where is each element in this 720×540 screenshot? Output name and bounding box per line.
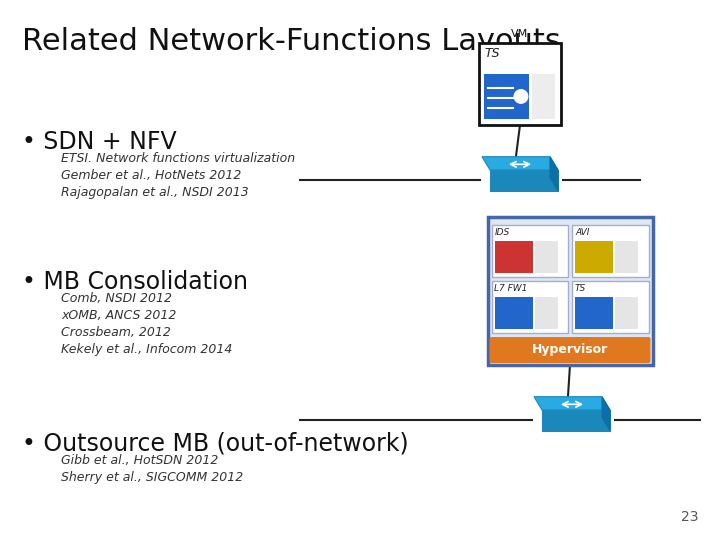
Text: • Outsource MB (out-of-network): • Outsource MB (out-of-network) <box>22 432 408 456</box>
Bar <box>495 241 533 273</box>
Text: • SDN + NFV: • SDN + NFV <box>22 130 176 153</box>
Text: Hypervisor: Hypervisor <box>532 343 608 356</box>
Bar <box>487 217 652 365</box>
Bar <box>616 297 638 329</box>
Circle shape <box>514 90 528 103</box>
Text: Related Network-Functions Layouts: Related Network-Functions Layouts <box>22 27 560 56</box>
Text: Gember et al., HotNets 2012: Gember et al., HotNets 2012 <box>61 168 242 181</box>
Text: Sherry et al., SIGCOMM 2012: Sherry et al., SIGCOMM 2012 <box>61 471 243 484</box>
Bar <box>479 43 561 125</box>
Bar <box>572 281 649 333</box>
Bar <box>492 281 568 333</box>
Bar <box>572 225 649 277</box>
Text: Comb, NSDI 2012: Comb, NSDI 2012 <box>61 292 172 305</box>
Bar <box>532 74 555 119</box>
Polygon shape <box>542 410 610 431</box>
Text: TS: TS <box>575 284 586 293</box>
Polygon shape <box>534 397 610 410</box>
Polygon shape <box>482 157 558 170</box>
Text: Kekely et al., Infocom 2014: Kekely et al., Infocom 2014 <box>61 343 233 356</box>
Bar <box>575 297 613 329</box>
Polygon shape <box>550 157 558 191</box>
Polygon shape <box>490 170 558 191</box>
Text: xOMB, ANCS 2012: xOMB, ANCS 2012 <box>61 309 176 322</box>
Text: Gibb et al., HotSDN 2012: Gibb et al., HotSDN 2012 <box>61 454 219 467</box>
Text: IDS: IDS <box>495 228 510 237</box>
Text: TS: TS <box>484 47 500 60</box>
Text: Rajagopalan et al., NSDI 2013: Rajagopalan et al., NSDI 2013 <box>61 186 249 199</box>
Text: • MB Consolidation: • MB Consolidation <box>22 270 248 294</box>
Bar <box>492 225 568 277</box>
Bar <box>575 241 613 273</box>
Text: VM: VM <box>511 29 528 39</box>
FancyBboxPatch shape <box>490 337 650 363</box>
Bar <box>535 241 558 273</box>
Text: 23: 23 <box>681 510 698 524</box>
Bar <box>616 241 638 273</box>
Text: L7 FW1: L7 FW1 <box>495 284 528 293</box>
Bar <box>484 74 529 119</box>
Bar <box>535 297 558 329</box>
Polygon shape <box>602 397 610 431</box>
Text: AVI: AVI <box>575 228 590 237</box>
Bar <box>495 297 533 329</box>
Text: Crossbeam, 2012: Crossbeam, 2012 <box>61 326 171 339</box>
Text: ETSI. Network functions virtualization: ETSI. Network functions virtualization <box>61 152 295 165</box>
